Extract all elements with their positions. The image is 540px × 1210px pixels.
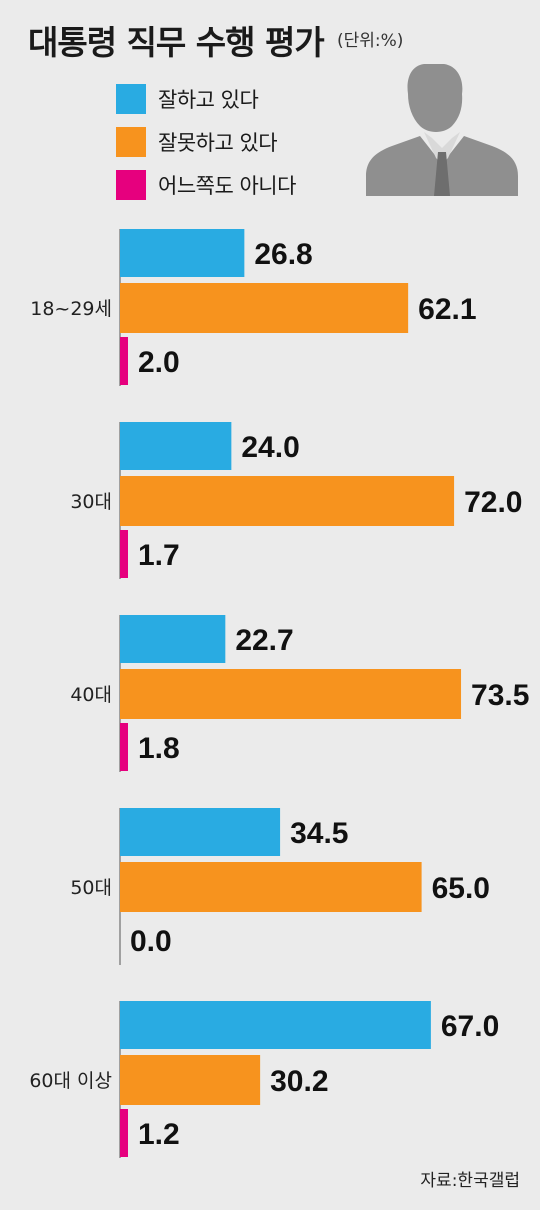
legend-item-good: 잘하고 있다 [116,84,259,114]
value-label-bad: 73.5 [471,679,529,712]
value-label-good: 24.0 [241,431,299,464]
bar-bad [120,669,462,719]
bar-good [120,422,232,470]
category-label: 60대 이상 [29,1070,112,1092]
legend-label-bad: 잘못하고 있다 [158,131,278,155]
bar-bad [120,1055,261,1105]
value-label-bad: 30.2 [270,1065,328,1098]
legend-label-neither: 어느쪽도 아니다 [158,174,296,198]
category-label: 30대 [70,491,112,513]
category-label: 50대 [70,877,112,899]
bar-good [120,229,245,277]
legend-item-neither: 어느쪽도 아니다 [116,170,296,200]
bar-neither [120,337,128,385]
value-label-bad: 72.0 [464,486,522,519]
legend-label-good: 잘하고 있다 [158,88,259,112]
legend-swatch-neither [116,170,146,200]
value-label-neither: 2.0 [138,346,180,379]
bar-neither [120,530,128,578]
value-label-good: 26.8 [254,238,312,271]
value-label-bad: 65.0 [432,872,490,905]
value-label-good: 34.5 [290,817,348,850]
bar-neither [120,1109,128,1157]
bar-bad [120,476,455,526]
bar-good [120,1001,431,1049]
category-label: 18~29세 [30,298,112,320]
bar-good [120,808,281,856]
value-label-neither: 1.2 [138,1118,180,1151]
chart-title: 대통령 직무 수행 평가 [28,23,325,62]
value-label-neither: 0.0 [130,925,172,958]
value-label-bad: 62.1 [418,293,476,326]
value-label-good: 67.0 [441,1010,499,1043]
bar-chart: 18~29세 26.8 62.1 2.0 30대 24.0 72.0 1.7 40대 22.7 73… [29,229,529,1158]
value-label-neither: 1.8 [138,732,180,765]
legend-item-bad: 잘못하고 있다 [116,127,278,157]
legend-swatch-good [116,84,146,114]
bar-bad [120,283,409,333]
bar-neither [120,723,128,771]
unit-label: (단위:%) [337,31,404,51]
legend-swatch-bad [116,127,146,157]
value-label-neither: 1.7 [138,539,180,572]
person-silhouette-icon [366,64,518,196]
category-label: 40대 [70,684,112,706]
source-note: 자료:한국갤럽 [420,1171,520,1191]
bar-bad [120,862,422,912]
value-label-good: 22.7 [235,624,293,657]
bar-good [120,615,226,663]
